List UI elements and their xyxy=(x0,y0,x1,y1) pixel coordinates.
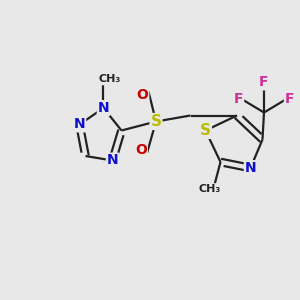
Text: O: O xyxy=(136,88,148,101)
Text: F: F xyxy=(259,76,269,89)
Text: CH₃: CH₃ xyxy=(199,184,221,194)
Text: F: F xyxy=(285,92,294,106)
Text: O: O xyxy=(135,143,147,157)
Text: S: S xyxy=(151,114,161,129)
Text: N: N xyxy=(74,118,85,131)
Text: N: N xyxy=(245,161,256,175)
Text: N: N xyxy=(98,101,109,115)
Text: F: F xyxy=(234,92,243,106)
Text: N: N xyxy=(107,154,118,167)
Text: S: S xyxy=(200,123,211,138)
Text: CH₃: CH₃ xyxy=(98,74,121,85)
